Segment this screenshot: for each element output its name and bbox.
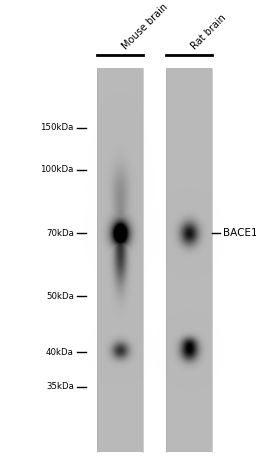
Text: BACE1: BACE1 bbox=[223, 228, 256, 238]
Text: 70kDa: 70kDa bbox=[46, 228, 74, 238]
Text: 50kDa: 50kDa bbox=[46, 292, 74, 301]
Text: Mouse brain: Mouse brain bbox=[120, 2, 169, 51]
Text: 40kDa: 40kDa bbox=[46, 348, 74, 356]
Text: 100kDa: 100kDa bbox=[40, 165, 74, 174]
Text: 35kDa: 35kDa bbox=[46, 382, 74, 391]
Text: Rat brain: Rat brain bbox=[189, 13, 228, 51]
Text: 150kDa: 150kDa bbox=[40, 123, 74, 132]
